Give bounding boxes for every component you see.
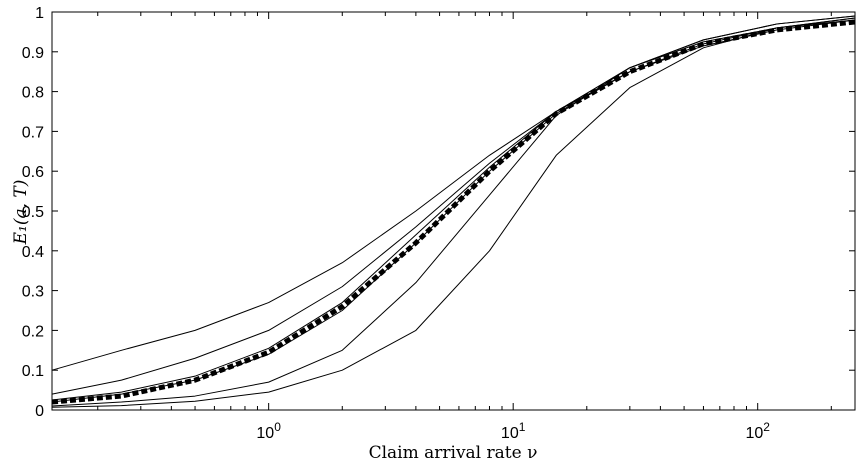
plot-frame xyxy=(51,11,856,411)
x-axis-label: Claim arrival rate ν xyxy=(369,443,538,463)
y-tick-label: 0 xyxy=(35,403,44,420)
x-axis-ticks: 100 101 102 xyxy=(97,12,832,442)
series-line-5 xyxy=(51,17,856,407)
y-tick-label: 0.7 xyxy=(22,124,44,141)
y-tick-label: 1 xyxy=(35,5,44,22)
series-line-6 xyxy=(51,19,856,408)
series-line-3 xyxy=(51,17,856,401)
series-lines xyxy=(51,15,856,408)
series-line-7 xyxy=(51,19,856,405)
x-tick-label: 102 xyxy=(745,420,770,442)
series-line-2 xyxy=(51,15,856,395)
y-axis-ticks: 0 0.1 0.2 0.3 0.4 0.5 0.6 0.7 0.8 0.9 1 xyxy=(22,5,855,420)
y-tick-label: 0.2 xyxy=(22,323,44,340)
series-line-4 xyxy=(51,19,856,403)
x-tick-label: 100 xyxy=(256,420,281,442)
y-tick-label: 0.4 xyxy=(22,244,44,261)
x-tick-label: 101 xyxy=(501,420,526,442)
y-tick-label: 0.3 xyxy=(22,284,44,301)
y-tick-label: 0.6 xyxy=(22,164,44,181)
y-tick-label: 0.5 xyxy=(22,204,44,221)
y-tick-label: 0.1 xyxy=(22,363,44,380)
y-axis-label: E₁(a, T) xyxy=(11,180,31,246)
y-tick-label: 0.8 xyxy=(22,85,44,102)
series-line-1 xyxy=(51,15,856,371)
y-tick-label: 0.9 xyxy=(22,45,44,62)
